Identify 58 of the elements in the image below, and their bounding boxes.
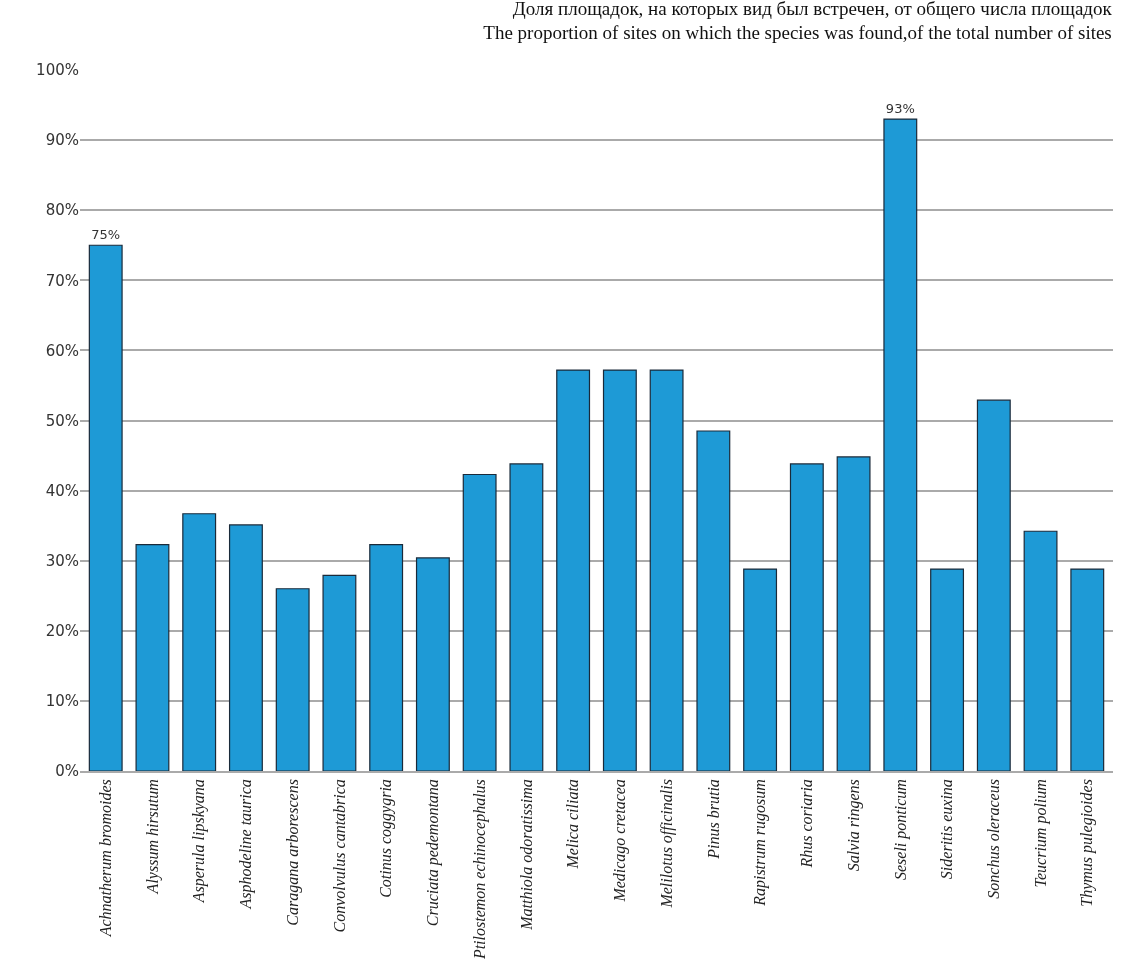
x-tick-label: Caragana arborescens <box>283 779 302 926</box>
x-tick-label: Sideritis euxina <box>938 779 956 880</box>
bar <box>1070 568 1105 771</box>
data-label: 75% <box>91 227 121 243</box>
bar <box>415 557 450 771</box>
bar <box>883 118 918 771</box>
data-label: 93% <box>885 101 915 117</box>
x-tick-label: Achnatherum bromoides <box>96 779 114 938</box>
bar <box>509 463 544 771</box>
x-tick-label: Rhus coriaria <box>798 779 816 869</box>
y-tick-label: 80% <box>45 201 79 220</box>
bar <box>602 369 637 771</box>
x-tick-label: Rapistrum rugosum <box>751 779 770 907</box>
x-tick-label: Cruciata pedemontana <box>424 779 443 927</box>
x-tick-label: Cotinus coggygria <box>377 779 396 898</box>
x-tick-label: Asphodeline taurica <box>237 779 256 910</box>
x-tick-label: Convolvulus cantabrica <box>330 779 348 933</box>
y-tick-label: 40% <box>45 481 79 500</box>
x-tick-label: Salvia ringens <box>844 779 863 872</box>
bar <box>836 456 871 771</box>
y-tick-label: 70% <box>45 271 79 290</box>
bar <box>930 568 965 771</box>
y-tick-label: 30% <box>45 551 79 570</box>
bar <box>228 524 263 771</box>
bar <box>743 568 778 771</box>
bar <box>462 473 497 771</box>
x-tick-label: Matthiola odoratissima <box>517 779 535 931</box>
y-tick-label: 60% <box>45 341 79 360</box>
x-tick-label: Medicago cretacea <box>611 779 630 903</box>
bar <box>275 588 310 771</box>
bar <box>369 543 404 771</box>
bar <box>88 244 123 771</box>
x-tick-label: Melilotus officinalis <box>657 779 676 909</box>
chart-title: Доля площадок, на которых вид был встречен, от общего числа площадок The proportion of sites on which the species was found,of the total number of sites <box>483 0 1113 44</box>
y-tick-label: 20% <box>45 622 79 641</box>
y-tick-label: 90% <box>45 131 79 150</box>
x-tick-label: Seseli ponticum <box>891 779 910 881</box>
bar <box>556 369 591 771</box>
bar <box>649 369 684 771</box>
x-tick-label: Sonchus oleraceus <box>985 779 1003 899</box>
x-tick-label: Pinus brutia <box>704 779 722 860</box>
x-tick-label: Ptilostemon echinocephalus <box>470 779 489 961</box>
x-tick-label: Teucrium polium <box>1031 779 1050 888</box>
x-tick-label: Alyssum hirsutum <box>143 779 162 895</box>
x-tick-label: Melica ciliata <box>564 779 582 870</box>
x-tick-label: Thymus pulegioides <box>1078 779 1097 907</box>
y-tick-label: 10% <box>45 692 79 711</box>
x-tick-label: Asperula lipskyana <box>190 779 209 904</box>
bar <box>976 399 1011 771</box>
y-tick-label: 50% <box>45 411 79 430</box>
bar <box>696 430 731 771</box>
bar <box>322 574 357 771</box>
bar <box>789 463 824 771</box>
bar <box>1023 530 1058 771</box>
y-tick-label: 0% <box>55 762 79 781</box>
bar <box>135 543 170 771</box>
y-tick-label: 100% <box>36 61 79 80</box>
bar <box>182 513 217 771</box>
